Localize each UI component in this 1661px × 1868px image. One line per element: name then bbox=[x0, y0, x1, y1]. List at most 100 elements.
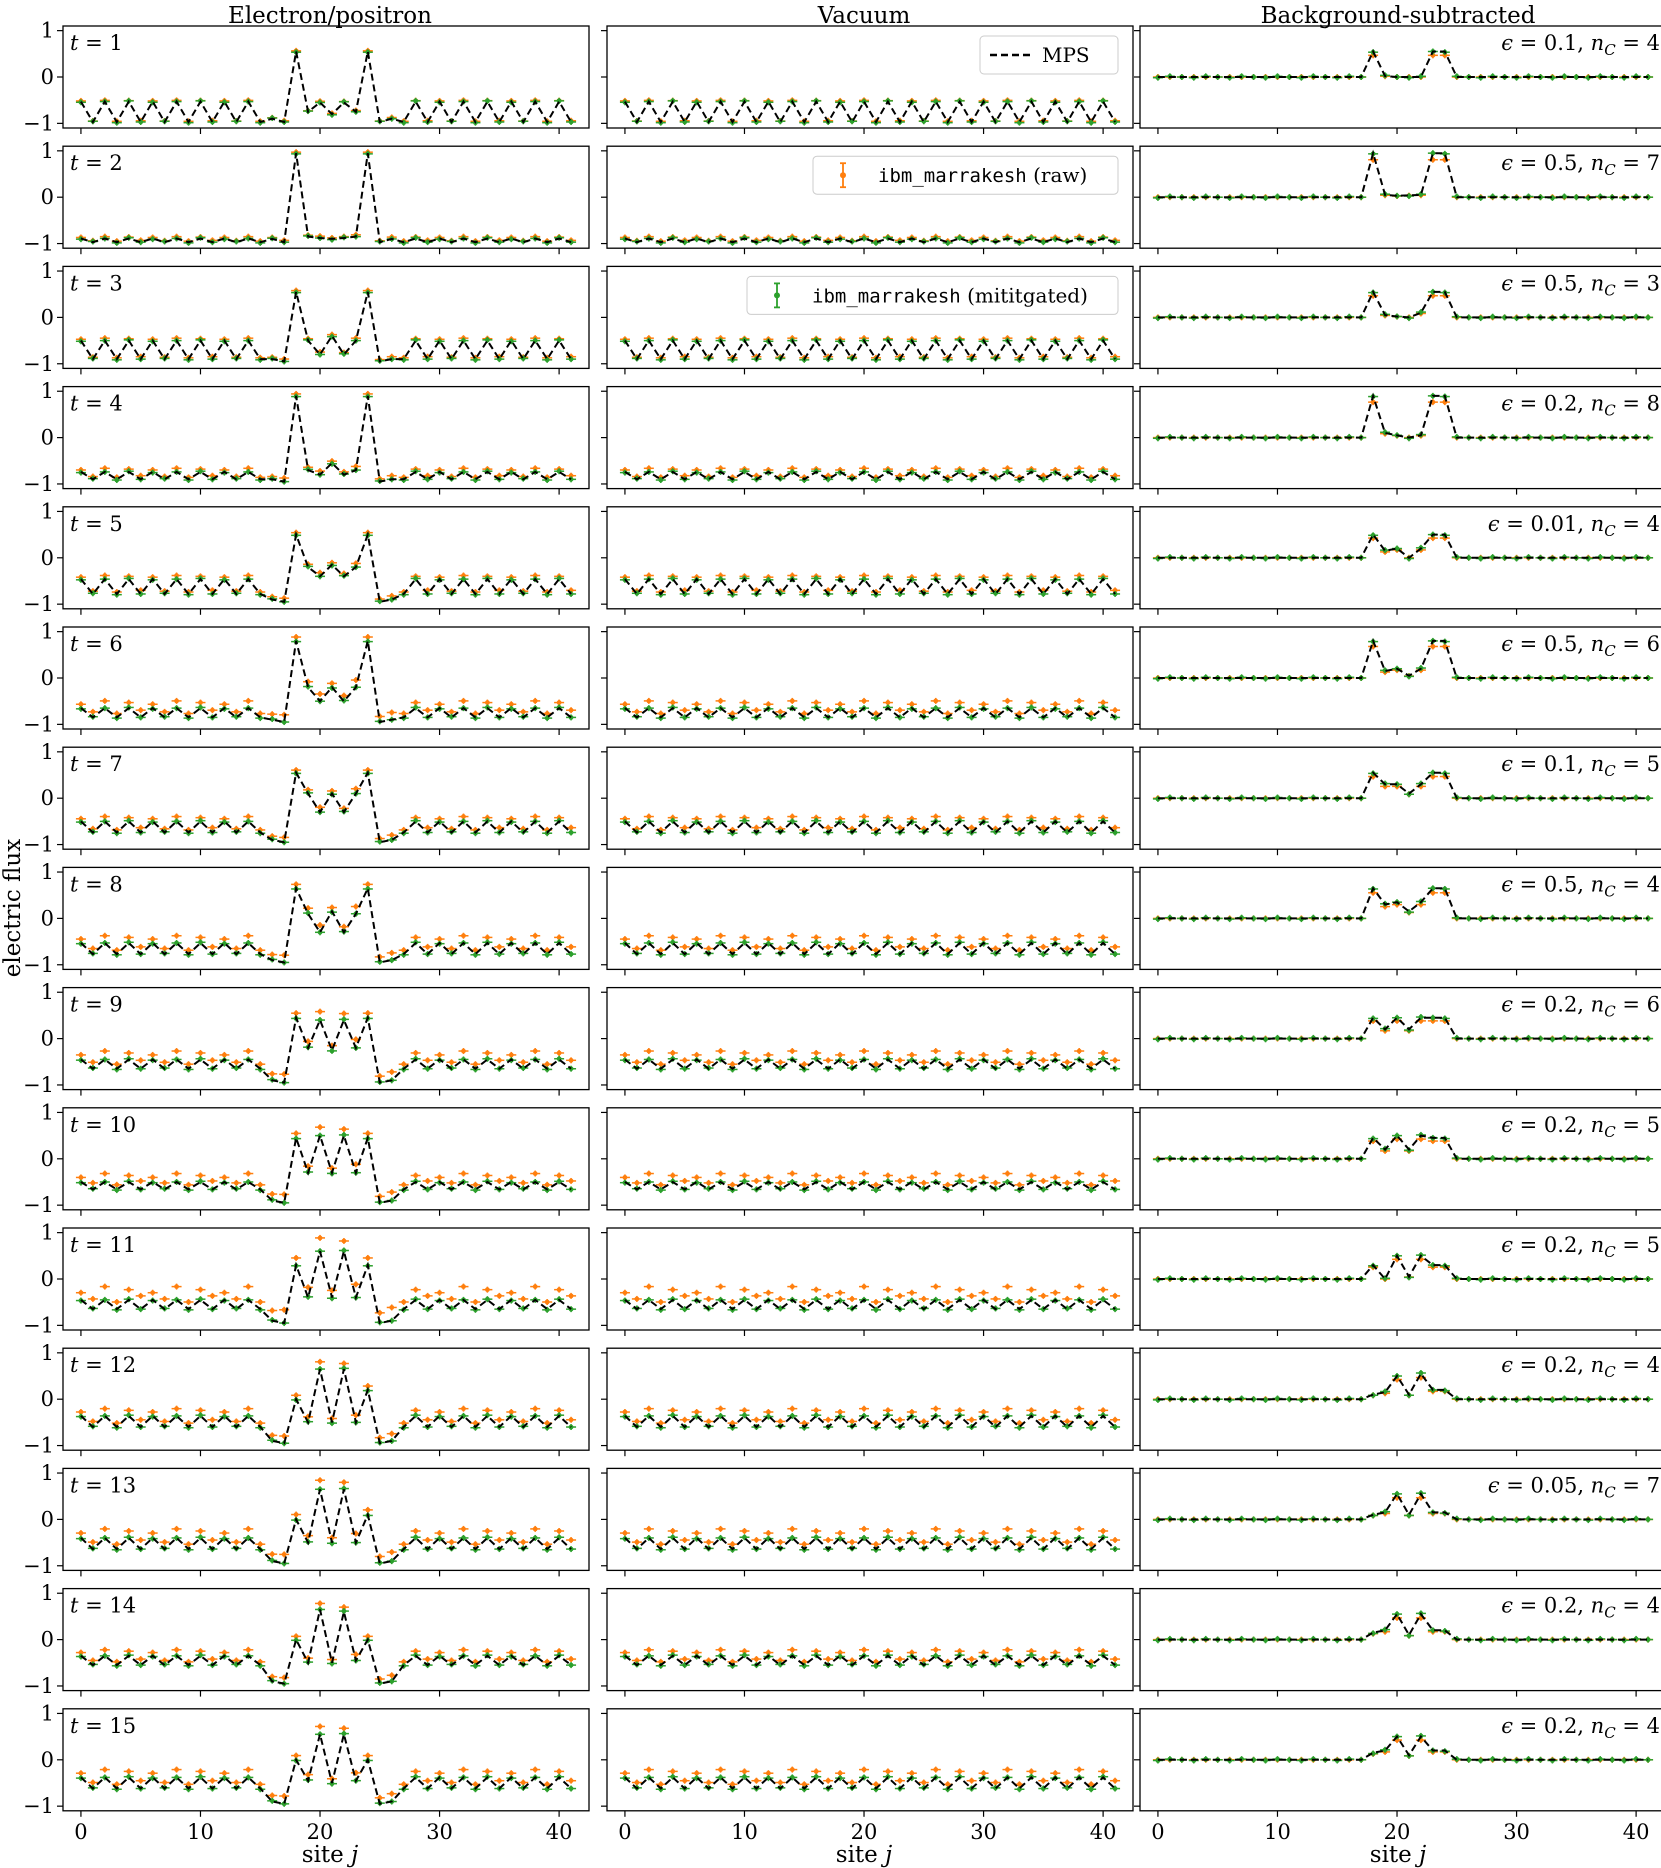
raw-point bbox=[159, 1179, 170, 1186]
raw-point bbox=[422, 707, 433, 714]
mitigated-point bbox=[811, 1296, 822, 1303]
param-label: ϵ = 0.1, nC = 5 bbox=[1501, 752, 1660, 780]
raw-point bbox=[930, 1170, 941, 1177]
x-axis-label-col3: site j bbox=[1370, 1842, 1426, 1868]
raw-point bbox=[338, 1725, 349, 1732]
raw-point bbox=[739, 1172, 750, 1179]
y-tick-label: 0 bbox=[41, 1387, 54, 1411]
raw-point bbox=[99, 1405, 110, 1412]
mps-line bbox=[80, 1132, 572, 1204]
raw-point bbox=[1002, 1048, 1013, 1055]
raw-point bbox=[811, 1172, 822, 1179]
raw-point bbox=[99, 697, 110, 704]
mitigated-point bbox=[1086, 1662, 1097, 1669]
mitigated-point bbox=[1026, 1534, 1037, 1541]
raw-point bbox=[811, 1768, 822, 1775]
raw-point bbox=[990, 1295, 1001, 1302]
raw-point bbox=[643, 1646, 654, 1653]
raw-point bbox=[315, 1477, 326, 1484]
y-tick-label: 1 bbox=[41, 1701, 54, 1725]
time-label: t = 15 bbox=[70, 1714, 136, 1738]
raw-point bbox=[847, 1539, 858, 1546]
raw-point bbox=[111, 1298, 122, 1305]
mitigated-point bbox=[338, 1608, 349, 1615]
param-label: ϵ = 0.2, nC = 5 bbox=[1501, 1113, 1660, 1141]
raw-point bbox=[147, 1051, 158, 1058]
mitigated-point bbox=[811, 1534, 822, 1541]
raw-point bbox=[703, 1179, 714, 1186]
raw-point bbox=[619, 1174, 630, 1181]
y-tick-label: −1 bbox=[23, 1073, 54, 1097]
raw-point bbox=[1086, 1298, 1097, 1305]
raw-point bbox=[207, 1537, 218, 1544]
raw-point bbox=[99, 1283, 110, 1290]
raw-point bbox=[942, 1298, 953, 1305]
panel-frame bbox=[606, 1587, 1134, 1692]
raw-point bbox=[75, 1289, 86, 1296]
mitigated-point bbox=[255, 715, 266, 722]
raw-point bbox=[362, 1506, 373, 1513]
raw-point bbox=[470, 1061, 481, 1068]
raw-point bbox=[1062, 1539, 1073, 1546]
raw-point bbox=[751, 943, 762, 950]
raw-point bbox=[350, 677, 361, 684]
raw-point bbox=[315, 1358, 326, 1365]
panel-r2-c1: −1 0 1 t = 2 bbox=[23, 139, 590, 256]
mitigated-point bbox=[338, 1016, 349, 1023]
mitigated-point bbox=[1643, 314, 1654, 321]
raw-point bbox=[255, 1181, 266, 1188]
mitigated-point bbox=[1086, 830, 1097, 837]
raw-point bbox=[315, 1008, 326, 1015]
raw-point bbox=[494, 1292, 505, 1299]
raw-point bbox=[410, 1527, 421, 1534]
raw-point bbox=[494, 943, 505, 950]
mps-line bbox=[80, 1368, 572, 1445]
mitigated-point bbox=[470, 951, 481, 958]
mitigated-point bbox=[954, 1534, 965, 1541]
y-tick-label: 1 bbox=[41, 259, 54, 283]
raw-point bbox=[243, 1646, 254, 1653]
raw-point bbox=[847, 1779, 858, 1786]
mitigated-point bbox=[739, 704, 750, 711]
raw-point bbox=[315, 1234, 326, 1241]
raw-point bbox=[978, 1051, 989, 1058]
mitigated-point bbox=[847, 118, 858, 125]
mitigated-point bbox=[410, 1534, 421, 1541]
raw-point bbox=[494, 1177, 505, 1184]
time-label: t = 8 bbox=[70, 872, 123, 896]
mitigated-point bbox=[739, 1652, 750, 1659]
raw-point bbox=[1050, 1174, 1061, 1181]
raw-point bbox=[787, 1405, 798, 1412]
y-tick-label: 0 bbox=[41, 786, 54, 810]
raw-point bbox=[1110, 1656, 1121, 1663]
raw-point bbox=[99, 932, 110, 939]
panel-r12-c2 bbox=[601, 1347, 1134, 1457]
time-label: t = 11 bbox=[70, 1233, 136, 1257]
raw-point bbox=[1026, 1049, 1037, 1056]
raw-point bbox=[171, 1766, 182, 1773]
raw-point bbox=[243, 1283, 254, 1290]
panel-r6-c2 bbox=[601, 626, 1134, 735]
y-tick-label: −1 bbox=[23, 1674, 54, 1698]
raw-point bbox=[255, 1298, 266, 1305]
raw-point bbox=[667, 1049, 678, 1056]
raw-point bbox=[715, 932, 726, 939]
panel-frame bbox=[62, 1107, 590, 1211]
raw-point bbox=[1074, 1646, 1085, 1653]
mitigated-point bbox=[123, 1773, 134, 1780]
raw-point bbox=[703, 1295, 714, 1302]
mitigated-point bbox=[338, 1730, 349, 1737]
raw-point bbox=[1038, 707, 1049, 714]
raw-point bbox=[619, 1051, 630, 1058]
raw-point bbox=[506, 1289, 517, 1296]
raw-point bbox=[159, 1059, 170, 1066]
mitigated-point bbox=[482, 1055, 493, 1062]
raw-point bbox=[171, 1170, 182, 1177]
raw-point bbox=[291, 1254, 302, 1261]
raw-point bbox=[775, 1539, 786, 1546]
raw-point bbox=[1062, 1295, 1073, 1302]
mps-line bbox=[1157, 1612, 1649, 1641]
mitigated-point bbox=[918, 118, 929, 125]
panel-r5-c3: ϵ = 0.01, nC = 4 bbox=[1134, 506, 1661, 615]
panel-r9-c1: −1 0 1 t = 9 bbox=[23, 980, 590, 1097]
